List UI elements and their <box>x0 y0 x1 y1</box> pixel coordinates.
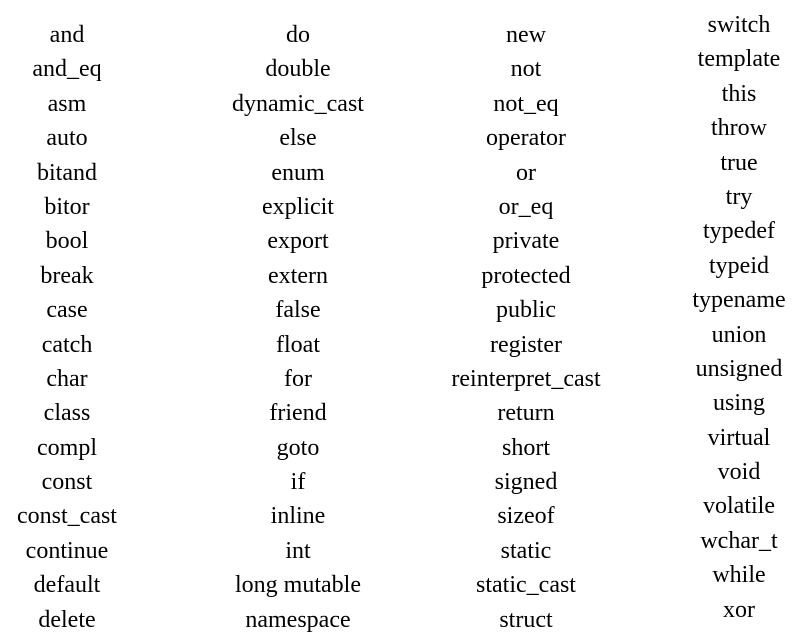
keyword: class <box>43 400 91 427</box>
keyword: long mutable <box>235 572 361 599</box>
keyword: private <box>492 228 560 255</box>
keyword: operator <box>486 125 566 152</box>
keyword: new <box>506 22 546 48</box>
keyword: do <box>286 22 310 48</box>
keyword: xor <box>723 596 755 623</box>
keyword: void <box>717 459 761 486</box>
keyword: struct <box>499 606 553 633</box>
keyword: static <box>500 537 552 564</box>
keyword: wchar_t <box>700 527 778 554</box>
keyword: friend <box>269 400 327 427</box>
keyword: typename <box>692 287 786 314</box>
keyword: and_eq <box>32 56 102 83</box>
keyword: public <box>496 297 556 324</box>
keyword: register <box>490 331 562 358</box>
keyword: virtual <box>707 424 771 451</box>
keyword: unsigned <box>695 355 783 382</box>
keyword: bitor <box>44 193 90 220</box>
keyword: catch <box>41 331 93 358</box>
keyword: bool <box>45 228 89 255</box>
keyword: or <box>516 159 536 186</box>
keyword: char <box>46 365 88 392</box>
keyword: this <box>721 80 757 107</box>
keyword: short <box>502 434 550 461</box>
keyword: inline <box>270 503 326 530</box>
keyword: signed <box>494 469 558 496</box>
keyword: const <box>41 469 93 496</box>
keyword: extern <box>268 262 328 289</box>
keyword: enum <box>271 159 325 186</box>
keyword: not_eq <box>493 90 559 117</box>
keyword: static_cast <box>476 572 576 599</box>
keyword: compl <box>37 434 97 461</box>
keyword-column-4: switch template this throw true try typedef typ… <box>676 8 802 627</box>
keyword: bitand <box>37 159 97 186</box>
keyword: int <box>285 537 311 564</box>
keyword: union <box>711 321 767 348</box>
keyword: auto <box>46 125 88 152</box>
keyword: reinterpret_cast <box>451 365 601 392</box>
keyword: dynamic_cast <box>232 90 364 117</box>
keyword: case <box>46 297 88 324</box>
keyword: and <box>49 22 85 48</box>
keyword: typeid <box>709 252 769 279</box>
keyword: asm <box>47 90 87 117</box>
keyword: break <box>40 262 94 289</box>
keyword: continue <box>25 537 109 564</box>
keyword: throw <box>711 115 767 142</box>
keyword: or_eq <box>498 193 554 220</box>
keyword: sizeof <box>497 503 555 530</box>
keyword: goto <box>276 434 320 461</box>
keyword: not <box>510 56 542 83</box>
keyword: protected <box>481 262 571 289</box>
keyword: explicit <box>262 193 334 220</box>
keyword: template <box>697 46 781 73</box>
keyword: try <box>725 183 753 210</box>
keyword: typedef <box>703 218 775 245</box>
keyword: return <box>497 400 555 427</box>
keyword: double <box>265 56 331 83</box>
keyword: const_cast <box>17 503 117 530</box>
keyword: using <box>712 390 765 417</box>
keyword: true <box>720 149 758 176</box>
keyword: float <box>276 331 320 358</box>
keyword: false <box>275 297 321 324</box>
keyword: delete <box>38 606 96 633</box>
keyword: for <box>284 365 312 392</box>
keyword: export <box>267 228 329 255</box>
keyword: namespace <box>245 606 351 633</box>
keyword: while <box>712 562 766 589</box>
keyword: else <box>279 125 317 152</box>
keyword: switch <box>707 12 771 38</box>
keyword: volatile <box>703 493 775 520</box>
keyword: if <box>290 469 306 496</box>
keyword: default <box>33 572 101 599</box>
